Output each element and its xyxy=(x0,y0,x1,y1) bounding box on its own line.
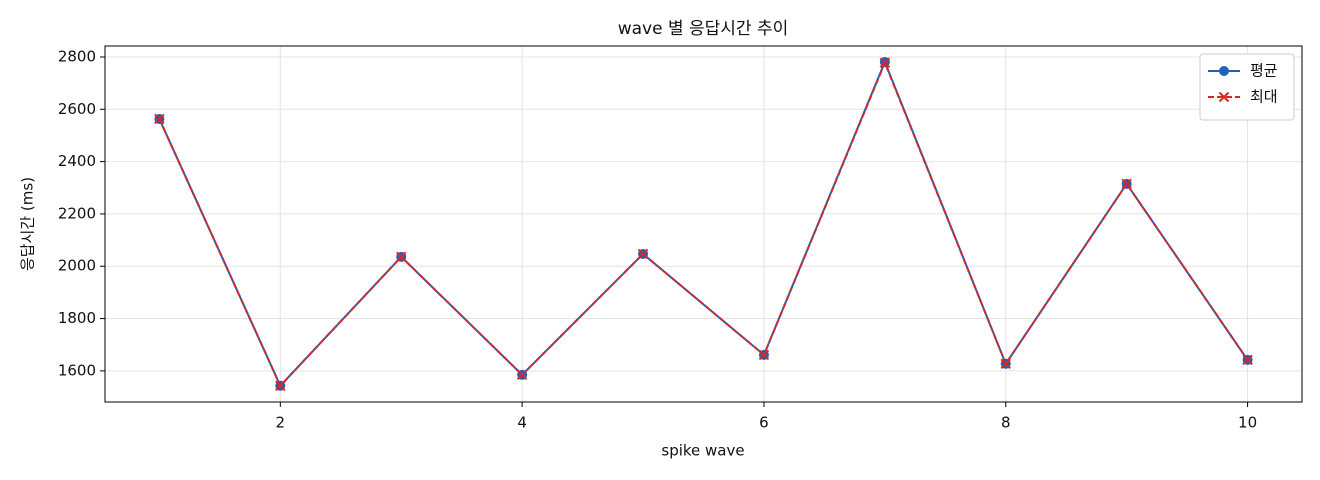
y-tick-label: 1800 xyxy=(58,309,96,327)
y-axis-label: 응답시간 (ms) xyxy=(19,177,37,271)
point-marker xyxy=(758,349,770,361)
series-line xyxy=(158,60,1249,388)
point-marker xyxy=(637,248,649,260)
x-tick-label: 4 xyxy=(517,414,527,432)
x-tick-label: 10 xyxy=(1238,414,1257,432)
legend-marker xyxy=(1219,66,1229,76)
chart-title: wave 별 응답시간 추이 xyxy=(618,19,789,39)
y-tick-label: 2000 xyxy=(58,257,96,275)
point-marker xyxy=(1121,178,1132,190)
point-marker xyxy=(879,57,891,68)
y-tick-label: 1600 xyxy=(58,361,96,379)
plot-frame xyxy=(104,45,1303,403)
point-marker xyxy=(154,113,165,125)
x-tick-label: 8 xyxy=(1001,414,1011,432)
legend-marker xyxy=(1218,91,1230,103)
legend-label: 최대 xyxy=(1250,88,1278,106)
point-marker xyxy=(396,251,407,263)
x-tick-label: 6 xyxy=(759,414,769,432)
point-marker xyxy=(275,380,286,391)
y-tick-label: 2600 xyxy=(58,100,96,118)
legend-label: 평균 xyxy=(1250,62,1278,80)
point-marker xyxy=(1000,358,1011,370)
point-marker xyxy=(1242,354,1253,366)
point-marker xyxy=(516,369,528,381)
x-tick-label: 2 xyxy=(276,414,286,432)
y-tick-label: 2400 xyxy=(58,152,96,170)
x-axis-label: spike wave xyxy=(661,442,744,460)
y-tick-label: 2800 xyxy=(58,47,96,65)
legend-box xyxy=(1199,53,1295,121)
y-tick-label: 2200 xyxy=(58,204,96,222)
